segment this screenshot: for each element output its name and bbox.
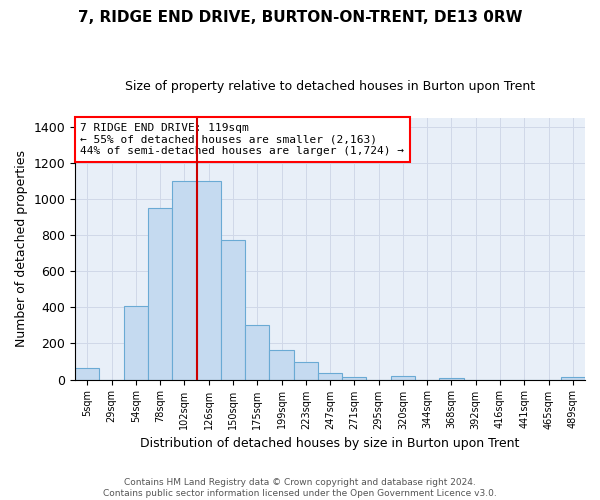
Bar [245,324,269,380]
Bar [342,377,367,380]
Bar [124,306,148,380]
Text: Contains HM Land Registry data © Crown copyright and database right 2024.
Contai: Contains HM Land Registry data © Crown c… [103,478,497,498]
Y-axis label: Number of detached properties: Number of detached properties [15,150,28,347]
Bar [391,376,415,380]
Bar [561,377,585,380]
X-axis label: Distribution of detached houses by size in Burton upon Trent: Distribution of detached houses by size … [140,437,520,450]
Bar [293,362,318,380]
Bar [75,368,100,380]
Bar [439,378,464,380]
Bar [269,350,293,380]
Bar [221,240,245,380]
Bar [148,208,172,380]
Bar [172,181,197,380]
Text: 7 RIDGE END DRIVE: 119sqm
← 55% of detached houses are smaller (2,163)
44% of se: 7 RIDGE END DRIVE: 119sqm ← 55% of detac… [80,123,404,156]
Bar [318,374,342,380]
Text: 7, RIDGE END DRIVE, BURTON-ON-TRENT, DE13 0RW: 7, RIDGE END DRIVE, BURTON-ON-TRENT, DE1… [78,10,522,25]
Bar [197,181,221,380]
Title: Size of property relative to detached houses in Burton upon Trent: Size of property relative to detached ho… [125,80,535,93]
